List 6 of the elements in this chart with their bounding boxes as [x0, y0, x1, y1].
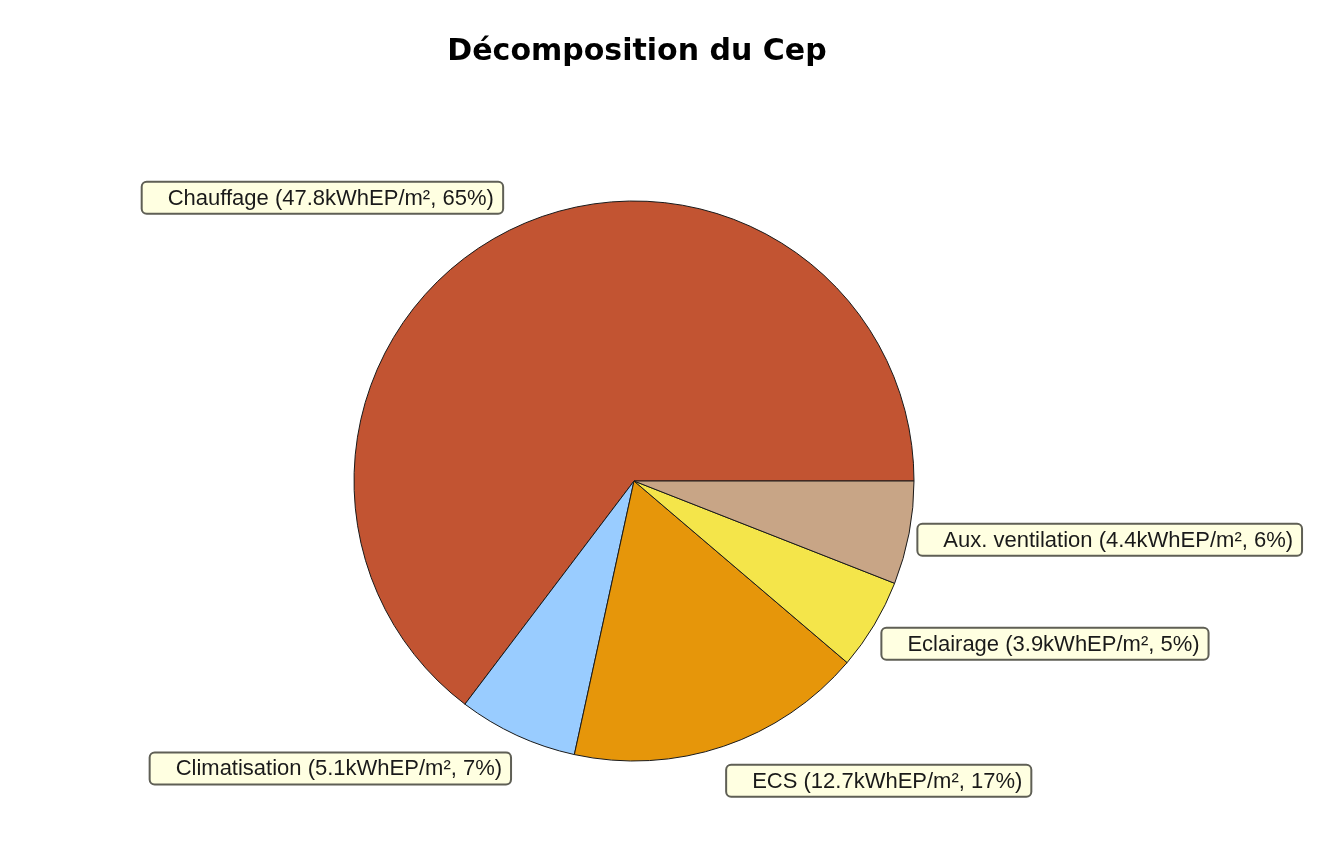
slice-label: Aux. ventilation (4.4kWhEP/m², 6%) [943, 526, 1294, 552]
slice-label: ECS (12.7kWhEP/m², 17%) [752, 767, 1023, 793]
slice-label: Climatisation (5.1kWhEP/m², 7%) [175, 755, 503, 781]
slice-label: Eclairage (3.9kWhEP/m², 5%) [907, 630, 1200, 656]
chart-title: Décomposition du Cep [447, 32, 827, 67]
slice-label: Chauffage (47.8kWhEP/m², 65%) [167, 184, 494, 210]
